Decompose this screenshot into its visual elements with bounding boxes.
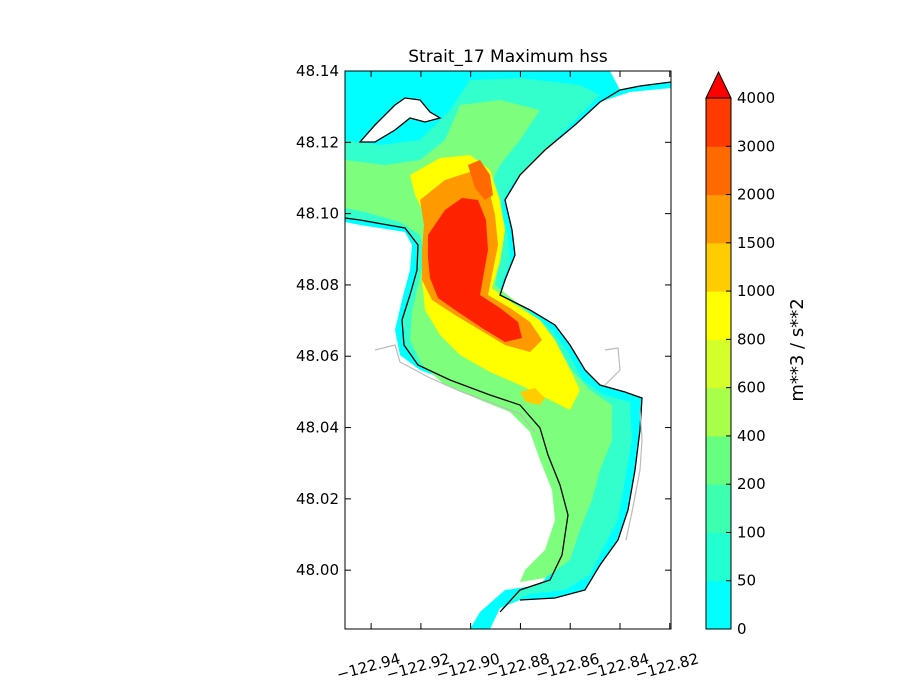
colorbar-segment	[706, 339, 731, 389]
colorbar-tick-label: 600	[737, 379, 766, 397]
coastline-shadow	[374, 344, 643, 541]
spit-island	[358, 97, 442, 143]
coastline-west	[345, 217, 569, 613]
colorbar-tick-label: 2000	[737, 186, 775, 204]
colorbar-tick-label: 3000	[737, 137, 775, 155]
colorbar-segment	[706, 146, 731, 196]
map-frame	[344, 70, 672, 630]
colorbar-segment	[706, 435, 731, 485]
y-tick-label: 48.14	[296, 62, 339, 80]
colorbar-tick-label: 0	[737, 620, 747, 638]
y-tick-label: 48.04	[296, 419, 339, 437]
colorbar-segment	[706, 98, 731, 147]
colorbar-segment	[706, 484, 731, 533]
colorbar-segment	[706, 532, 731, 582]
colorbar-tick-label: 200	[737, 475, 766, 493]
y-tick-label: 48.06	[296, 347, 339, 365]
colorbar-segment	[706, 291, 731, 340]
colorbar-tick-label: 100	[737, 523, 766, 541]
colorbar-segment	[706, 387, 731, 437]
colorbar-segment	[706, 194, 731, 244]
water-hotspot-east	[520, 388, 545, 405]
colorbar-tick-label: 1000	[737, 282, 775, 300]
map-field	[345, 71, 671, 629]
coastline-east	[499, 81, 671, 601]
colorbar-label: m**3 / s**2	[787, 298, 808, 401]
y-tick-label: 48.08	[296, 276, 339, 294]
colorbar-frame	[705, 97, 732, 630]
colorbar-tick-label: 400	[737, 427, 766, 445]
chart-title: Strait_17 Maximum hss	[408, 47, 608, 67]
colorbar-tick-label: 800	[737, 330, 766, 348]
water-hotspot-north	[468, 160, 493, 200]
y-tick-label: 48.02	[296, 490, 339, 508]
colorbar-tick-label: 1500	[737, 234, 775, 252]
y-axis: 48.14 48.12 48.10 48.08 48.06 48.04 48.02 48.00	[296, 62, 671, 579]
y-tick-label: 48.10	[296, 205, 339, 223]
colorbar-tick-label: 50	[737, 572, 756, 590]
colorbar-extend-arrow	[705, 70, 732, 99]
colorbar-segment	[706, 580, 731, 630]
water-red	[428, 198, 522, 342]
y-tick-label: 48.00	[296, 561, 339, 579]
map-panel: 48.14 48.12 48.10 48.08 48.06 48.04 48.02 48.00…	[296, 62, 701, 684]
colorbar-tick-label: 4000	[737, 89, 775, 107]
colorbar-segment	[706, 242, 731, 292]
y-tick-label: 48.12	[296, 133, 339, 151]
colorbar: 0 50 100 200 400 600 800 1000 1500 2000 3000 4000	[705, 70, 775, 638]
